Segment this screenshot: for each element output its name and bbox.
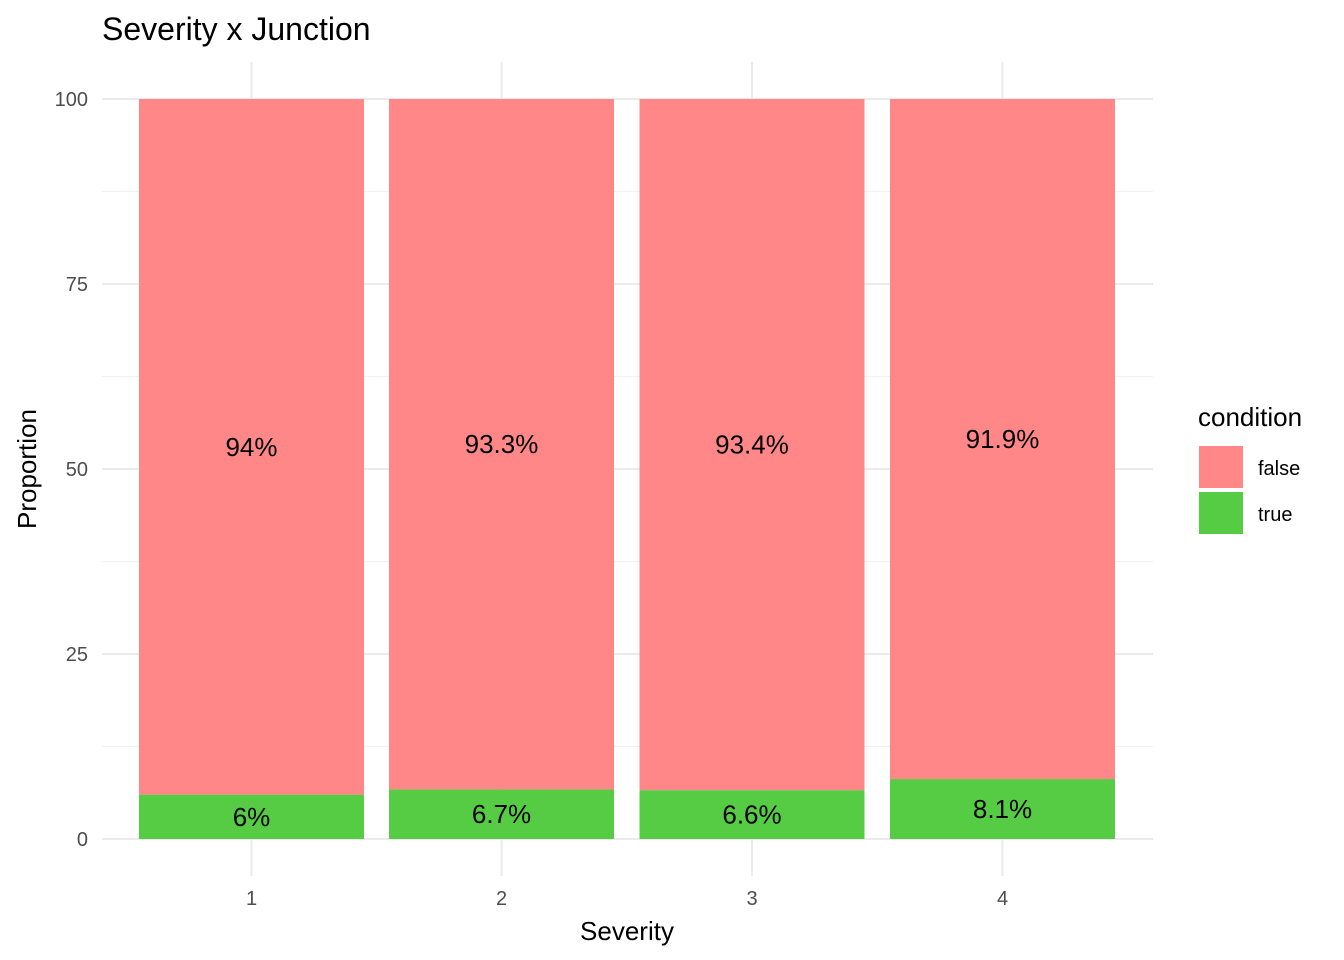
legend: condition false true xyxy=(1198,402,1302,534)
x-tick-label: 4 xyxy=(997,888,1008,910)
legend-key-true xyxy=(1199,492,1243,534)
y-axis-title: Proportion xyxy=(12,409,42,529)
data-label: 94% xyxy=(225,432,277,462)
bars xyxy=(139,99,1115,839)
bar-false-4 xyxy=(890,99,1115,780)
bar-true-3 xyxy=(639,790,865,839)
y-tick-label: 0 xyxy=(77,829,88,851)
data-label: 8.1% xyxy=(973,794,1032,824)
data-label: 6.7% xyxy=(472,799,531,829)
bar-false-3 xyxy=(639,99,865,791)
y-tick-label: 75 xyxy=(66,274,88,296)
bar-true-4 xyxy=(890,779,1115,839)
x-tick-label: 3 xyxy=(746,888,757,910)
bar-false-2 xyxy=(389,99,614,790)
x-tick-label: 1 xyxy=(246,888,257,910)
data-label: 6% xyxy=(233,802,271,832)
legend-label-false: false xyxy=(1258,458,1300,480)
legend-title: condition xyxy=(1198,402,1302,432)
x-axis-title: Severity xyxy=(580,916,674,946)
bar-true-1 xyxy=(139,794,364,839)
x-tick-label: 2 xyxy=(496,888,507,910)
y-tick-label: 25 xyxy=(66,644,88,666)
data-label: 93.3% xyxy=(465,429,539,459)
chart-title: Severity x Junction xyxy=(102,11,371,47)
data-label: 93.4% xyxy=(715,430,789,460)
data-label: 6.6% xyxy=(722,800,781,830)
bar-false-1 xyxy=(139,99,364,795)
axis-ticks: 0 25 50 75 100 1 2 3 4 xyxy=(55,89,1008,910)
legend-label-true: true xyxy=(1258,504,1292,526)
bar-true-2 xyxy=(389,789,614,839)
data-label: 91.9% xyxy=(966,424,1040,454)
bar-labels: 6% 94% 6.7% 93.3% 6.6% 93.4% 8.1% 91.9% xyxy=(225,424,1039,832)
legend-key-false xyxy=(1199,446,1243,488)
y-tick-label: 100 xyxy=(55,89,88,111)
y-tick-label: 50 xyxy=(66,459,88,481)
